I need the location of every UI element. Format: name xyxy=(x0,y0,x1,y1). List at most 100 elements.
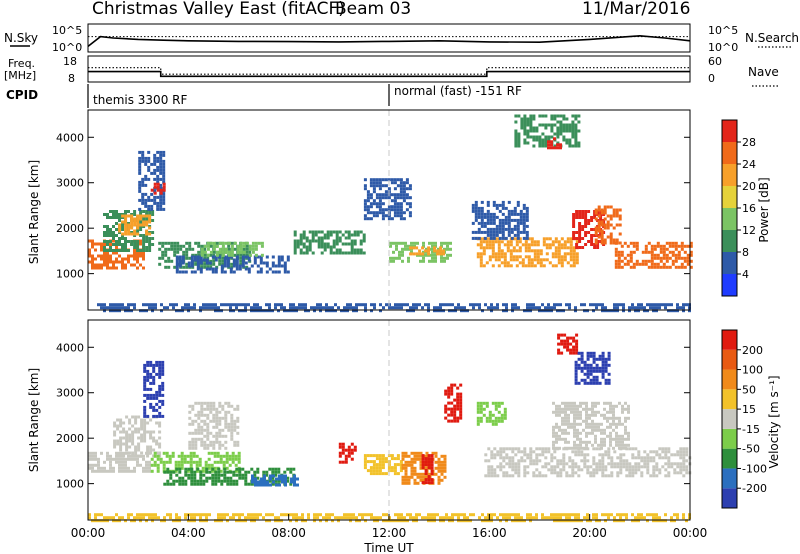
power-cell xyxy=(488,246,492,250)
power-cell xyxy=(289,303,292,307)
velocity-cell xyxy=(555,413,558,417)
velocity-cell xyxy=(579,440,582,444)
power-cell xyxy=(103,306,106,310)
velocity-cell xyxy=(592,360,596,364)
velocity-cell xyxy=(564,431,567,435)
power-cell xyxy=(606,220,610,224)
power-cell xyxy=(547,303,550,307)
velocity-cell xyxy=(673,471,677,475)
velocity-colorbar-swatch-8 xyxy=(722,330,737,350)
power-cell xyxy=(323,242,327,246)
velocity-colorbar-swatch-7 xyxy=(722,349,737,370)
power-cell xyxy=(517,141,521,145)
power-cell xyxy=(516,227,520,231)
velocity-cell xyxy=(419,478,423,482)
velocity-cell xyxy=(601,366,605,370)
velocity-cell xyxy=(188,446,192,450)
velocity-cell xyxy=(508,474,512,478)
power-cell xyxy=(103,242,106,246)
power-cell xyxy=(521,258,525,262)
velocity-cell xyxy=(235,473,239,477)
power-cell xyxy=(597,226,601,230)
velocity-cell xyxy=(416,481,420,485)
velocity-cell xyxy=(592,462,596,466)
velocity-cell xyxy=(562,456,566,460)
power-cell xyxy=(144,204,148,208)
velocity-cell xyxy=(491,422,495,426)
power-cell xyxy=(308,242,312,246)
power-cell xyxy=(142,246,146,249)
power-cell xyxy=(485,240,489,244)
power-cell xyxy=(139,239,142,243)
velocity-cell xyxy=(215,422,219,426)
velocity-cell xyxy=(146,396,150,400)
power-cell xyxy=(469,303,472,307)
power-cell xyxy=(486,218,490,222)
velocity-cell xyxy=(221,434,225,438)
power-cell xyxy=(575,246,579,249)
power-cell xyxy=(457,306,460,310)
velocity-cell xyxy=(220,473,224,477)
velocity-cell xyxy=(350,457,354,461)
power-cell xyxy=(271,309,274,313)
power-cell xyxy=(136,249,140,252)
power-cell xyxy=(302,242,306,246)
power-cell xyxy=(115,245,118,249)
power-cell xyxy=(512,255,516,259)
velocity-cell xyxy=(121,516,124,520)
velocity-cell xyxy=(652,516,655,520)
velocity-cell xyxy=(103,519,106,523)
velocity-cell xyxy=(488,413,492,417)
power-cell xyxy=(609,217,613,221)
power-cell xyxy=(320,239,324,243)
velocity-cell xyxy=(202,519,205,523)
power-cell xyxy=(544,144,548,148)
velocity-cell xyxy=(637,453,641,457)
velocity-cell xyxy=(410,466,414,470)
power-cell xyxy=(329,248,333,252)
power-cell xyxy=(526,132,530,136)
velocity-cell xyxy=(122,454,126,458)
power-cell xyxy=(443,241,446,245)
power-cell xyxy=(446,256,449,260)
velocity-cell xyxy=(558,413,561,417)
power-cell xyxy=(161,250,165,254)
velocity-cell xyxy=(254,480,257,484)
power-cell xyxy=(158,262,162,266)
velocity-cell xyxy=(217,476,221,480)
velocity-cell xyxy=(225,451,229,455)
power-cell xyxy=(372,181,376,185)
velocity-cell xyxy=(445,516,448,520)
velocity-cell xyxy=(561,416,564,420)
power-cell xyxy=(130,309,133,313)
velocity-cell xyxy=(146,448,150,452)
power-cell xyxy=(397,306,400,310)
velocity-cell xyxy=(180,460,184,464)
velocity-cell xyxy=(618,434,621,438)
power-cell xyxy=(392,250,395,254)
velocity-cell xyxy=(419,457,423,461)
power-cell xyxy=(557,261,561,265)
velocity-cell xyxy=(213,466,217,470)
velocity-cell xyxy=(447,407,451,411)
power-cell xyxy=(158,247,162,251)
velocity-cell xyxy=(148,516,151,520)
power-cell xyxy=(427,306,430,310)
velocity-cell xyxy=(682,453,686,457)
power-cell xyxy=(144,192,148,196)
velocity-cell xyxy=(494,416,498,420)
power-cell xyxy=(649,306,652,310)
velocity-cell xyxy=(621,434,624,438)
power-cell xyxy=(572,258,576,262)
power-cell xyxy=(133,220,137,224)
velocity-cell xyxy=(621,443,624,447)
velocity-cell xyxy=(325,516,328,520)
power-cell xyxy=(523,114,527,118)
power-cell xyxy=(474,209,478,213)
velocity-cell xyxy=(576,428,579,432)
velocity-cell xyxy=(237,451,241,455)
velocity-cell xyxy=(221,404,225,408)
velocity-cell xyxy=(575,342,579,346)
velocity-cell xyxy=(443,469,447,473)
